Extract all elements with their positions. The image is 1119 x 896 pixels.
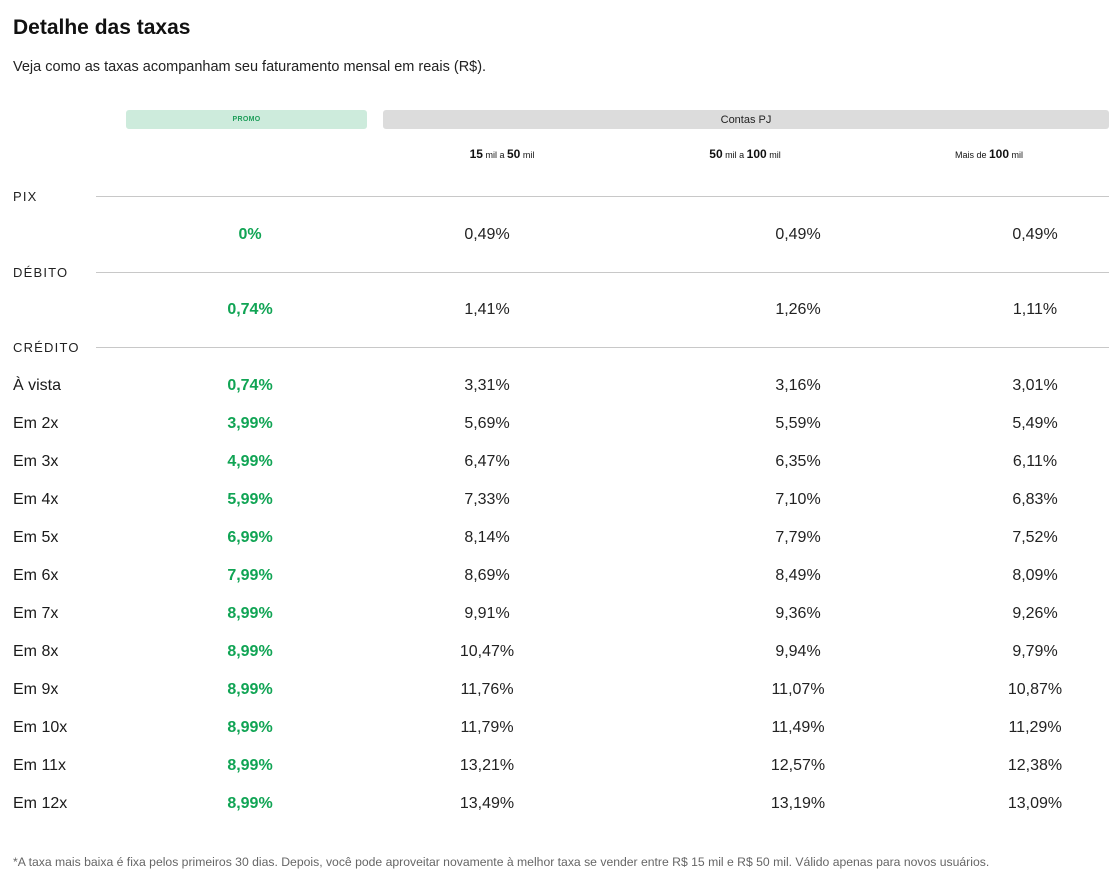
tier1-rate: 1,41% (464, 301, 510, 318)
tier2-rate: 3,16% (775, 377, 821, 394)
tier1-rate: 3,31% (464, 377, 510, 394)
tier2-rate: 11,07% (771, 681, 825, 698)
tier3-rate: 9,26% (1012, 605, 1058, 622)
tier1-rate: 10,47% (459, 643, 515, 660)
promo-rate: 0,74% (227, 301, 273, 318)
row-label: Em 9x (13, 681, 59, 698)
row-label: Em 3x (13, 453, 59, 470)
promo-rate: 8,99% (227, 757, 273, 774)
table-row: 0,74% 1,41% 1,26% 1,11% (0, 297, 1119, 323)
table-row: Em 5x 6,99% 8,14% 7,79% 7,52% (0, 525, 1119, 551)
tier1-rate: 13,49% (459, 795, 515, 812)
tier3-rate: 10,87% (1007, 681, 1063, 698)
promo-rate: 0,74% (227, 377, 273, 394)
tier3-rate: 6,83% (1012, 491, 1058, 508)
tier1-rate: 8,14% (464, 529, 510, 546)
tier1-rate: 9,91% (464, 605, 510, 622)
promo-rate: 8,99% (227, 795, 273, 812)
tier2-rate: 6,35% (775, 453, 821, 470)
tier2-rate: 11,49% (771, 719, 825, 736)
tier1-rate: 6,47% (464, 453, 510, 470)
row-label: Em 4x (13, 491, 59, 508)
section-divider (96, 272, 1109, 273)
tier3-rate: 12,38% (1007, 757, 1063, 774)
promo-rate: 8,99% (227, 719, 273, 736)
tier-header-3: Mais de 100 mil (954, 147, 1024, 161)
table-row: À vista 0,74% 3,31% 3,16% 3,01% (0, 373, 1119, 399)
promo-header-badge: PROMO (126, 110, 367, 129)
tier2-rate: 7,79% (775, 529, 821, 546)
tier2-rate: 12,57% (770, 757, 826, 774)
tier2-rate: 0,49% (775, 226, 821, 243)
tier3-rate: 9,79% (1012, 643, 1058, 660)
tier2-rate: 8,49% (775, 567, 821, 584)
tier1-rate: 5,69% (464, 415, 510, 432)
tier-header-1: 15 mil a 50 mil (469, 147, 535, 161)
table-row: Em 2x 3,99% 5,69% 5,59% 5,49% (0, 411, 1119, 437)
table-row: Em 11x 8,99% 13,21% 12,57% 12,38% (0, 753, 1119, 779)
tier1-rate: 0,49% (464, 226, 510, 243)
row-label: Em 12x (13, 795, 68, 812)
promo-rate: 7,99% (227, 567, 273, 584)
row-label: Em 8x (13, 643, 59, 660)
tier2-rate: 5,59% (775, 415, 821, 432)
table-row: Em 8x 8,99% 10,47% 9,94% 9,79% (0, 639, 1119, 665)
table-row: Em 9x 8,99% 11,76% 11,07% 10,87% (0, 677, 1119, 703)
table-row: Em 10x 8,99% 11,79% 11,49% 11,29% (0, 715, 1119, 741)
tier3-rate: 1,11% (1012, 301, 1058, 318)
row-label: Em 2x (13, 415, 59, 432)
section-label-pix: PIX (13, 189, 38, 204)
tier3-rate: 6,11% (1012, 453, 1058, 470)
section-divider (96, 196, 1109, 197)
tier3-rate: 8,09% (1012, 567, 1058, 584)
row-label: Em 6x (13, 567, 59, 584)
section-label-credito: CRÉDITO (13, 340, 80, 355)
table-row: Em 4x 5,99% 7,33% 7,10% 6,83% (0, 487, 1119, 513)
row-label: Em 11x (13, 757, 67, 774)
tier3-rate: 7,52% (1012, 529, 1058, 546)
promo-rate: 8,99% (227, 643, 273, 660)
tier2-rate: 9,36% (775, 605, 821, 622)
promo-rate: 8,99% (227, 681, 273, 698)
row-label: Em 7x (13, 605, 59, 622)
page-title: Detalhe das taxas (13, 16, 191, 39)
tier2-rate: 7,10% (775, 491, 821, 508)
tier2-rate: 9,94% (775, 643, 821, 660)
footnote: *A taxa mais baixa é fixa pelos primeiro… (13, 855, 990, 869)
promo-rate: 6,99% (227, 529, 273, 546)
promo-rate: 4,99% (227, 453, 273, 470)
tier3-rate: 11,29% (1008, 719, 1062, 736)
row-label: Em 10x (13, 719, 68, 736)
contas-pj-header: Contas PJ (383, 110, 1109, 129)
table-row: Em 3x 4,99% 6,47% 6,35% 6,11% (0, 449, 1119, 475)
promo-rate: 3,99% (227, 415, 273, 432)
tier1-rate: 11,79% (460, 719, 514, 736)
tier1-rate: 7,33% (464, 491, 510, 508)
row-label: Em 5x (13, 529, 59, 546)
tier-header-2: 50 mil a 100 mil (709, 147, 781, 161)
page-subtitle: Veja como as taxas acompanham seu fatura… (13, 59, 487, 75)
table-row: Em 6x 7,99% 8,69% 8,49% 8,09% (0, 563, 1119, 589)
table-row: Em 12x 8,99% 13,49% 13,19% 13,09% (0, 791, 1119, 817)
tier1-rate: 13,21% (459, 757, 515, 774)
tier3-rate: 3,01% (1012, 377, 1058, 394)
tier2-rate: 1,26% (775, 301, 821, 318)
tier1-rate: 8,69% (464, 567, 510, 584)
promo-rate: 5,99% (227, 491, 273, 508)
section-divider (96, 347, 1109, 348)
tier3-rate: 13,09% (1007, 795, 1063, 812)
tier3-rate: 0,49% (1012, 226, 1058, 243)
row-label: À vista (13, 377, 62, 394)
tier3-rate: 5,49% (1012, 415, 1058, 432)
table-row: Em 7x 8,99% 9,91% 9,36% 9,26% (0, 601, 1119, 627)
promo-rate: 0% (238, 226, 262, 243)
promo-rate: 8,99% (227, 605, 273, 622)
table-row: 0% 0,49% 0,49% 0,49% (0, 222, 1119, 248)
section-label-debito: DÉBITO (13, 265, 69, 280)
tier1-rate: 11,76% (460, 681, 514, 698)
tier2-rate: 13,19% (770, 795, 826, 812)
